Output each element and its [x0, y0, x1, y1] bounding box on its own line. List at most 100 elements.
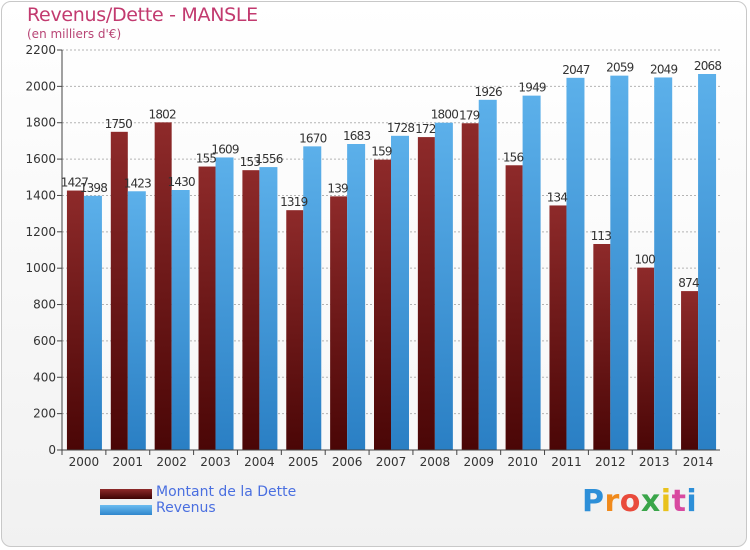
x-tick-label: 2013 — [639, 455, 670, 469]
data-label-revenus: 2047 — [562, 63, 590, 77]
x-tick-label: 2003 — [200, 455, 231, 469]
bar-revenus — [698, 74, 717, 450]
bar-revenus — [434, 122, 453, 451]
bar-dette — [461, 123, 479, 450]
data-label-revenus: 1556 — [255, 152, 283, 166]
data-label-dette: 874 — [678, 276, 699, 290]
bar-dette — [66, 190, 84, 450]
x-tick-label: 2008 — [420, 455, 451, 469]
y-tick-label: 1000 — [25, 261, 56, 275]
data-label-revenus: 2068 — [694, 59, 722, 73]
data-label-dette: 1750 — [105, 117, 133, 131]
data-label-dette: 179 — [459, 108, 480, 122]
data-label-revenus: 2049 — [650, 62, 678, 76]
y-tick-label: 600 — [33, 334, 56, 348]
x-tick-label: 2004 — [244, 455, 275, 469]
bar-dette — [637, 267, 655, 450]
data-label-revenus: 1609 — [211, 142, 239, 156]
bar-revenus — [478, 99, 497, 451]
legend-label-revenus: Revenus — [156, 500, 216, 516]
x-tick-label: 2007 — [376, 455, 407, 469]
y-tick-label: 1200 — [25, 225, 56, 239]
data-label-dette: 155 — [196, 152, 217, 166]
data-label-revenus: 1430 — [167, 175, 195, 189]
bar-revenus — [522, 95, 541, 451]
bar-dette — [154, 122, 172, 450]
legend-swatch-dette — [100, 489, 152, 499]
data-label-revenus: 1398 — [80, 181, 108, 195]
data-label-revenus: 1728 — [387, 121, 415, 135]
data-label-dette: 1802 — [148, 107, 176, 121]
logo-letter: x — [640, 484, 661, 519]
logo-letter: i — [660, 484, 672, 519]
data-label-dette: 134 — [547, 190, 568, 204]
bar-revenus — [171, 190, 190, 450]
data-label-dette: 1427 — [61, 176, 89, 190]
bar-revenus — [303, 146, 322, 450]
legend-swatch-revenus — [100, 505, 152, 515]
data-label-dette: 156 — [503, 150, 524, 164]
bar-revenus — [391, 135, 409, 450]
x-tick-label: 2000 — [69, 455, 100, 469]
x-tick-label: 2002 — [156, 455, 187, 469]
logo-letter: P — [582, 484, 605, 519]
bar-dette — [417, 137, 435, 450]
x-tick-label: 2006 — [332, 455, 363, 469]
data-label-dette: 1319 — [280, 195, 308, 209]
chart-subtitle: (en milliers d'€) — [27, 27, 122, 41]
bar-revenus — [610, 75, 629, 451]
x-tick-label: 2010 — [507, 455, 538, 469]
bar-dette — [198, 166, 216, 450]
x-tick-label: 2014 — [683, 455, 714, 469]
bar-revenus — [566, 77, 585, 451]
bar-revenus — [347, 144, 366, 450]
y-tick-label: 400 — [33, 370, 56, 384]
y-tick-label: 1400 — [25, 188, 56, 202]
data-label-revenus: 1926 — [475, 85, 503, 99]
x-tick-label: 2005 — [288, 455, 319, 469]
data-label-dette: 172 — [415, 122, 436, 136]
chart-title: Revenus/Dette - MANSLE — [27, 4, 258, 26]
y-tick-label: 2200 — [25, 43, 56, 57]
bar-revenus — [127, 191, 146, 451]
data-label-revenus: 1949 — [518, 81, 546, 95]
bar-dette — [110, 131, 128, 450]
data-label-revenus: 1683 — [343, 129, 371, 143]
bar-dette — [681, 291, 699, 450]
bar-dette — [286, 210, 304, 450]
y-tick-label: 2000 — [25, 79, 56, 93]
bar-revenus — [83, 195, 102, 450]
bar-dette — [549, 205, 567, 450]
bar-dette — [374, 159, 391, 451]
y-tick-label: 1600 — [25, 152, 56, 166]
x-tick-label: 2009 — [463, 455, 494, 469]
data-label-revenus: 2059 — [606, 61, 634, 75]
proxiti-logo: Proxiti — [582, 484, 697, 519]
data-label-revenus: 1423 — [124, 176, 152, 190]
x-tick-label: 2001 — [113, 455, 144, 469]
bar-dette — [593, 244, 611, 450]
bar-dette — [242, 170, 260, 450]
y-tick-label: 1800 — [25, 116, 56, 130]
logo-letter: o — [619, 484, 641, 519]
data-label-revenus: 1800 — [431, 108, 459, 122]
logo-letter: r — [604, 484, 620, 519]
data-label-dette: 139 — [327, 181, 348, 195]
logo-letter: t — [671, 484, 687, 519]
y-tick-label: 0 — [48, 443, 56, 457]
bar-revenus — [259, 167, 278, 450]
x-tick-label: 2012 — [595, 455, 626, 469]
x-tick-label: 2011 — [551, 455, 582, 469]
y-tick-label: 200 — [33, 407, 56, 421]
logo-letter: i — [686, 484, 698, 519]
data-label-dette: 100 — [634, 253, 655, 267]
bar-revenus — [654, 77, 673, 451]
data-label-dette: 159 — [371, 145, 392, 159]
bar-dette — [330, 196, 348, 450]
data-label-dette: 153 — [240, 155, 261, 169]
y-tick-label: 800 — [33, 298, 56, 312]
bar-revenus — [215, 157, 234, 451]
data-label-revenus: 1670 — [299, 131, 327, 145]
bar-dette — [505, 165, 523, 451]
